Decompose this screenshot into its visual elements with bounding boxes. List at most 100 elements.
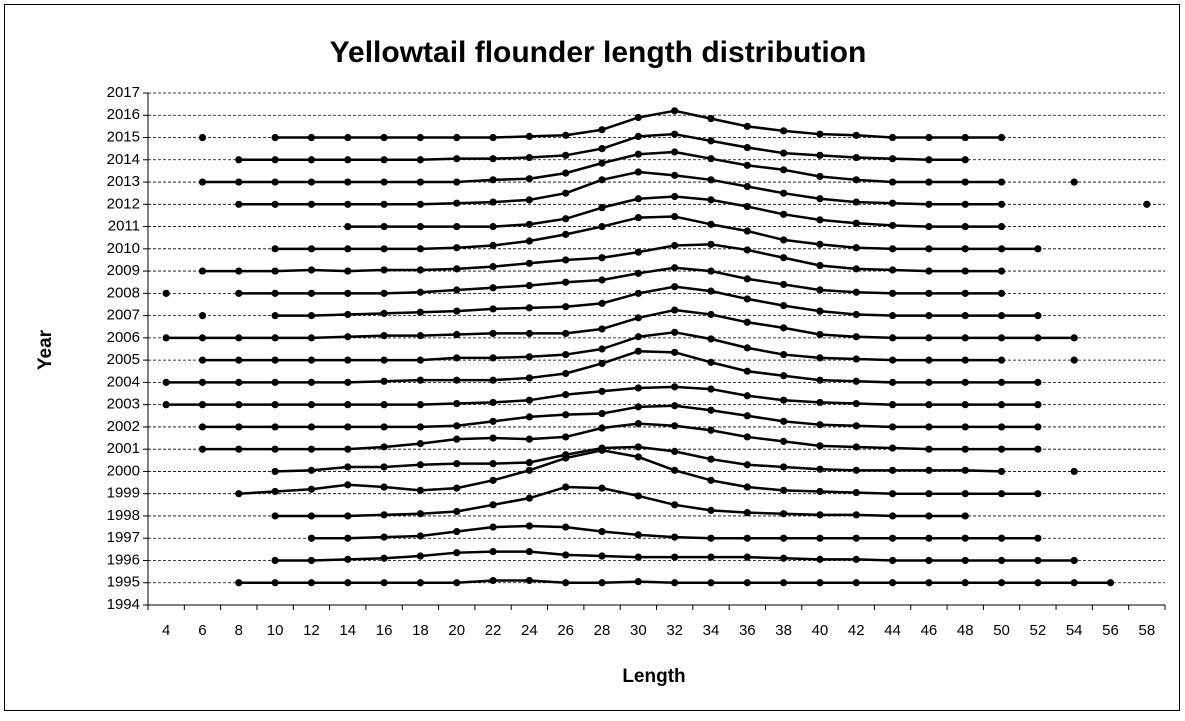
data-point [562, 189, 570, 197]
data-point [743, 202, 751, 211]
data-point [852, 488, 860, 497]
data-point [307, 378, 316, 386]
data-point [380, 156, 388, 164]
data-point [852, 399, 860, 408]
data-point [816, 421, 824, 429]
x-tick-label: 26 [557, 622, 574, 639]
data-point [816, 534, 824, 542]
data-point [380, 511, 388, 519]
data-point [307, 334, 316, 342]
y-tick-label: 1999 [107, 485, 140, 502]
y-tick-label: 2000 [107, 462, 140, 479]
data-point [852, 265, 860, 273]
data-point [743, 509, 751, 517]
data-point [707, 406, 715, 414]
y-tick-label: 1998 [107, 507, 140, 524]
data-point [562, 151, 570, 159]
data-point [780, 301, 788, 310]
data-point [416, 266, 425, 274]
data-point [525, 413, 533, 421]
y-tick-label: 2009 [107, 262, 140, 279]
data-point [780, 372, 788, 380]
data-point [598, 176, 606, 184]
data-point [634, 168, 642, 176]
data-point [634, 248, 642, 256]
x-tick-label: 36 [739, 622, 756, 639]
x-tick-label: 14 [339, 622, 356, 639]
data-point [525, 522, 533, 530]
x-tick-label: 30 [630, 622, 647, 639]
data-point [525, 396, 533, 404]
data-point [525, 466, 533, 474]
data-point [816, 261, 824, 270]
data-point [707, 155, 715, 163]
data-point [961, 466, 969, 474]
data-point [598, 527, 606, 536]
data-point [816, 172, 824, 181]
data-point [888, 401, 897, 409]
data-point [707, 287, 715, 295]
data-point [525, 153, 533, 162]
data-point [525, 547, 533, 556]
data-point [852, 534, 860, 542]
data-point [961, 222, 969, 231]
data-point [671, 241, 679, 250]
data-point [235, 178, 243, 186]
data-point [743, 227, 751, 235]
data-point [1070, 556, 1078, 565]
data-point [671, 107, 679, 115]
data-point [743, 143, 751, 152]
data-point [816, 216, 824, 224]
data-point [816, 195, 824, 203]
data-point [888, 334, 897, 342]
data-point [235, 579, 243, 587]
data-point [307, 401, 316, 409]
data-point [888, 534, 897, 542]
data-point [925, 490, 933, 498]
data-point [961, 356, 969, 364]
data-point [634, 492, 642, 500]
data-point [380, 309, 388, 317]
data-point [198, 423, 207, 431]
data-point [453, 155, 461, 163]
data-point [344, 178, 352, 186]
data-point [344, 222, 352, 231]
data-point [671, 148, 679, 156]
data-point [271, 401, 279, 409]
data-point [344, 401, 352, 409]
data-point [198, 267, 207, 275]
data-point [852, 176, 860, 184]
data-point [1034, 490, 1042, 498]
x-axis-title: Length [622, 666, 685, 687]
data-point [888, 221, 897, 230]
data-point [598, 424, 606, 432]
data-point [598, 145, 606, 153]
data-point [344, 267, 352, 275]
data-point [780, 554, 788, 562]
data-point [489, 241, 497, 250]
data-point [344, 378, 352, 386]
data-point [380, 266, 388, 274]
data-point [816, 151, 824, 159]
data-point [743, 553, 751, 561]
data-point [598, 222, 606, 231]
x-tick-label: 40 [812, 622, 829, 639]
data-point [925, 534, 933, 542]
data-point [525, 237, 533, 245]
data-point [1070, 356, 1078, 364]
data-point [562, 411, 570, 419]
data-point [489, 576, 497, 585]
data-point [235, 356, 243, 364]
x-tick-label: 54 [1066, 622, 1083, 639]
data-point [380, 200, 388, 208]
data-point [562, 350, 570, 359]
data-point [562, 169, 570, 177]
data-point [925, 289, 933, 297]
data-point [271, 423, 279, 431]
data-point [489, 398, 497, 407]
data-point [380, 423, 388, 431]
data-point [489, 305, 497, 313]
data-point [416, 356, 425, 364]
data-point [162, 378, 170, 386]
